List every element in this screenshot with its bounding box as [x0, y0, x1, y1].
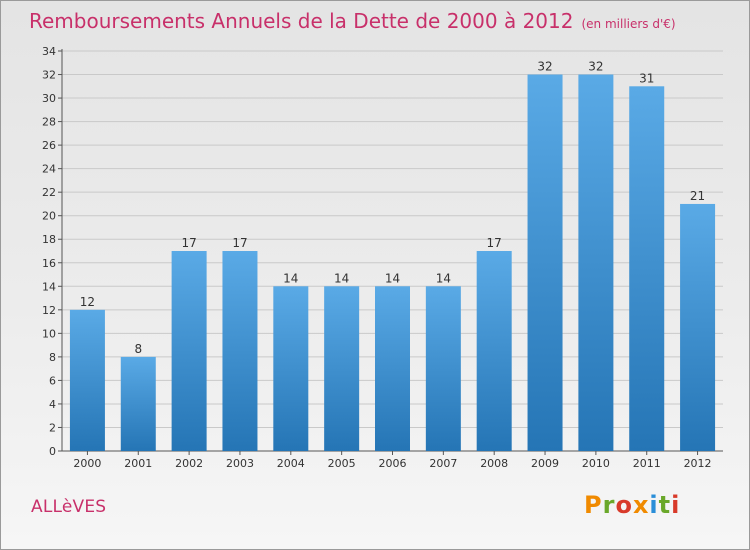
commune-name: ALLèVES: [31, 497, 107, 517]
x-tick-labels: 2000 2001 2002 2003 2004 2005 2006 2007 2008 2009…: [73, 451, 712, 470]
data-label: 32: [588, 60, 603, 74]
y-tick-label: 6: [49, 374, 56, 387]
logo-letter: x: [632, 491, 650, 519]
y-tick-label: 8: [49, 351, 56, 364]
bar: [425, 286, 461, 451]
y-tick-label: 16: [42, 257, 56, 270]
data-label: 17: [232, 236, 247, 250]
bar: [375, 286, 410, 451]
x-tick-label: 2008: [480, 457, 508, 470]
data-labels: 12 8 17 17 14 14 14 14 17 32 32 31 21: [80, 60, 705, 356]
logo-letter: i: [649, 491, 659, 519]
data-label: 12: [80, 295, 95, 309]
y-tick-label: 4: [49, 398, 56, 411]
data-label: 14: [385, 271, 400, 285]
data-label: 14: [334, 271, 349, 285]
data-label: 14: [436, 271, 451, 285]
logo-letter: o: [615, 491, 633, 519]
logo-letter: P: [584, 491, 603, 519]
bar: [222, 251, 258, 451]
data-label: 14: [283, 271, 298, 285]
chart-title: Remboursements Annuels de la Dette de 20…: [29, 9, 676, 33]
y-tick-label: 0: [49, 445, 56, 458]
bar: [69, 309, 105, 451]
bar: [527, 74, 563, 451]
x-tick-label: 2010: [582, 457, 610, 470]
x-tick-label: 2012: [684, 457, 712, 470]
x-tick-label: 2004: [277, 457, 305, 470]
x-tick-label: 2001: [124, 457, 152, 470]
y-tick-label: 14: [42, 280, 56, 293]
proxiti-logo: Proxiti: [584, 491, 680, 519]
bars: [69, 74, 716, 451]
y-tick-label: 10: [42, 327, 56, 340]
y-tick-label: 28: [42, 116, 56, 129]
bar: [680, 203, 716, 451]
bar: [273, 286, 309, 451]
y-tick-label: 24: [42, 163, 56, 176]
title-text: Remboursements Annuels de la Dette de 20…: [29, 9, 574, 33]
y-tick-label: 32: [42, 69, 56, 82]
x-tick-label: 2009: [531, 457, 559, 470]
x-tick-label: 2006: [379, 457, 407, 470]
y-tick-label: 20: [42, 210, 56, 223]
x-tick-label: 2007: [429, 457, 457, 470]
x-tick-label: 2005: [328, 457, 356, 470]
x-tick-label: 2011: [633, 457, 661, 470]
bar: [171, 251, 207, 451]
y-tick-label: 18: [42, 233, 56, 246]
y-tick-label: 2: [49, 421, 56, 434]
bar: [578, 74, 614, 451]
data-label: 8: [134, 342, 142, 356]
bar: [324, 286, 360, 451]
x-tick-label: 2003: [226, 457, 254, 470]
x-tick-label: 2002: [175, 457, 203, 470]
data-label: 17: [487, 236, 502, 250]
y-tick-label: 34: [42, 45, 56, 58]
bar: [120, 356, 156, 451]
data-label: 32: [537, 60, 552, 74]
x-tick-label: 2000: [73, 457, 101, 470]
y-tick-label: 26: [42, 139, 56, 152]
y-tick-label: 12: [42, 304, 56, 317]
data-label: 21: [690, 189, 705, 203]
data-label: 17: [181, 236, 196, 250]
y-tick-label: 30: [42, 92, 56, 105]
bar: [629, 86, 665, 451]
logo-letter: i: [671, 491, 681, 519]
bar: [476, 251, 512, 451]
unit-note: (en milliers d'€): [581, 17, 676, 31]
logo-letter: r: [602, 491, 616, 519]
y-tick-label: 22: [42, 186, 56, 199]
logo-letter: t: [658, 491, 672, 519]
data-label: 31: [639, 71, 654, 85]
